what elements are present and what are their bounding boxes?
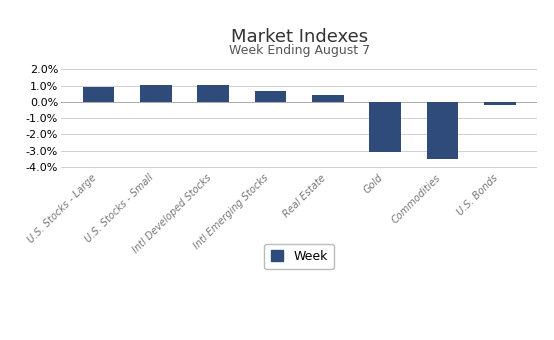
Bar <box>427 102 458 159</box>
Title: Market Indexes: Market Indexes <box>230 28 368 46</box>
Bar <box>312 95 343 102</box>
Bar <box>83 87 114 102</box>
Text: Week Ending August 7: Week Ending August 7 <box>229 44 370 57</box>
Bar <box>370 102 401 152</box>
Bar <box>140 85 172 102</box>
Bar <box>197 85 229 102</box>
Legend: Week: Week <box>264 244 334 269</box>
Bar <box>255 91 286 102</box>
Bar <box>484 102 516 105</box>
